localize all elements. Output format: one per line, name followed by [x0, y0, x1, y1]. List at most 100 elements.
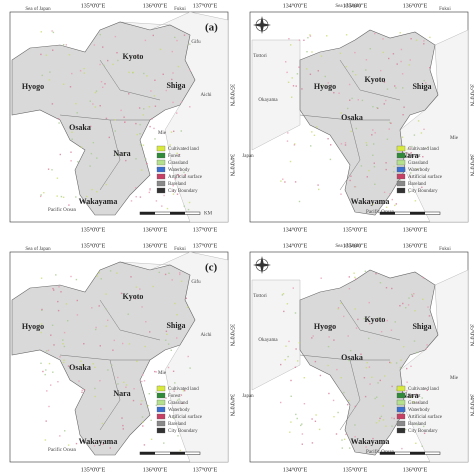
legend-swatch	[156, 406, 166, 413]
legend-label: Artificial surface	[408, 415, 443, 420]
land-cover-patch	[135, 122, 137, 125]
map-panel: 135°0'0"E 136°0'0"E 137°0'0"E 135°0'0"E 136°…	[9, 2, 236, 233]
latitude-label: 34°0'0"N	[229, 394, 236, 417]
legend-swatch	[156, 420, 166, 427]
land-cover-patch	[189, 43, 191, 45]
land-cover-patch	[108, 136, 110, 139]
longitude-label: 137°0'0"E	[193, 2, 218, 9]
land-cover-patch	[365, 446, 367, 448]
land-cover-patch	[311, 442, 314, 444]
land-cover-patch	[332, 399, 335, 402]
land-cover-patch	[330, 144, 332, 146]
land-cover-patch	[171, 78, 173, 81]
land-cover-patch	[121, 417, 123, 419]
land-cover-patch	[89, 100, 91, 102]
legend-label: Grassland	[168, 161, 188, 166]
land-cover-patch	[141, 400, 143, 402]
land-cover-patch	[366, 176, 368, 178]
place-name: Tottori	[253, 294, 267, 299]
land-cover-patch	[417, 401, 419, 404]
land-cover-patch	[130, 200, 133, 202]
land-cover-patch	[83, 67, 85, 70]
land-cover-patch	[150, 90, 152, 92]
land-cover-patch	[79, 70, 82, 72]
land-cover-patch	[149, 188, 151, 190]
land-cover-patch	[182, 390, 185, 392]
land-cover-patch	[94, 106, 97, 108]
land-cover-patch	[410, 365, 412, 367]
land-cover-patch	[99, 380, 101, 382]
land-cover-patch	[401, 136, 404, 138]
land-cover-patch	[426, 85, 428, 87]
land-cover-patch	[50, 384, 52, 386]
land-cover-patch	[181, 280, 183, 282]
place-name: Fukui	[439, 247, 451, 252]
land-cover-patch	[60, 291, 62, 293]
land-cover-patch	[139, 196, 142, 198]
land-cover-patch	[388, 57, 390, 60]
land-cover-patch	[122, 424, 124, 427]
longitude-label: 137°0'0"E	[193, 242, 218, 249]
land-cover-patch	[187, 355, 189, 358]
land-cover-patch	[122, 342, 124, 345]
land-cover-patch	[139, 133, 141, 135]
land-cover-patch	[295, 348, 297, 350]
land-cover-patch	[426, 389, 428, 391]
place-name: Gifu	[191, 40, 201, 45]
longitude-label: 135°0'0"E	[81, 2, 106, 9]
land-cover-patch	[43, 192, 45, 194]
land-cover-patch	[60, 195, 63, 198]
legend-swatch	[156, 187, 166, 194]
land-cover-patch	[382, 419, 385, 421]
place-name: Nara	[113, 149, 130, 158]
land-cover-patch	[324, 75, 326, 78]
land-cover-patch	[174, 302, 176, 305]
land-cover-patch	[89, 125, 92, 128]
land-cover-patch	[423, 79, 425, 82]
legend-label: City Boundary	[168, 429, 198, 434]
land-cover-patch	[421, 186, 423, 188]
land-cover-patch	[320, 277, 322, 279]
land-cover-patch	[174, 36, 176, 39]
land-cover-patch	[286, 71, 288, 74]
land-cover-patch	[154, 105, 157, 107]
land-cover-patch	[176, 112, 178, 114]
land-cover-patch	[280, 180, 282, 182]
place-name: Hyogo	[314, 82, 336, 91]
land-cover-patch	[408, 191, 410, 194]
land-cover-patch	[109, 447, 111, 449]
land-cover-patch	[155, 391, 157, 393]
land-cover-patch	[50, 334, 52, 336]
land-cover-patch	[298, 39, 301, 41]
land-cover-patch	[57, 118, 60, 120]
map-panel: 135°0'0"E 136°0'0"E 137°0'0"E 135°0'0"E 136°…	[9, 242, 236, 473]
land-cover-patch	[171, 50, 173, 53]
land-cover-patch	[423, 425, 425, 428]
land-cover-patch	[353, 186, 356, 188]
land-cover-patch	[328, 336, 330, 338]
land-cover-patch	[368, 169, 370, 172]
land-cover-patch	[372, 203, 374, 206]
land-cover-patch	[151, 118, 153, 120]
land-cover-patch	[337, 308, 339, 310]
land-cover-patch	[422, 156, 424, 158]
land-cover-patch	[363, 317, 365, 320]
legend-swatch	[156, 159, 166, 166]
land-cover-patch	[335, 433, 338, 435]
land-cover-patch	[385, 168, 387, 171]
legend-label: Cultivated land	[408, 147, 439, 152]
land-cover-patch	[154, 138, 156, 140]
land-cover-patch	[400, 359, 402, 361]
legend-swatch	[156, 145, 166, 152]
land-cover-patch	[413, 401, 415, 403]
legend-label: Artificial surface	[168, 175, 203, 180]
land-cover-patch	[51, 324, 54, 326]
land-cover-patch	[180, 394, 183, 396]
land-cover-patch	[105, 293, 107, 295]
land-cover-patch	[423, 128, 425, 130]
land-cover-patch	[142, 425, 144, 427]
legend-label: Waterbody	[408, 168, 430, 173]
land-cover-patch	[373, 143, 375, 145]
place-name: Japan	[242, 154, 254, 159]
place-name: Sea of Japan	[335, 244, 361, 249]
